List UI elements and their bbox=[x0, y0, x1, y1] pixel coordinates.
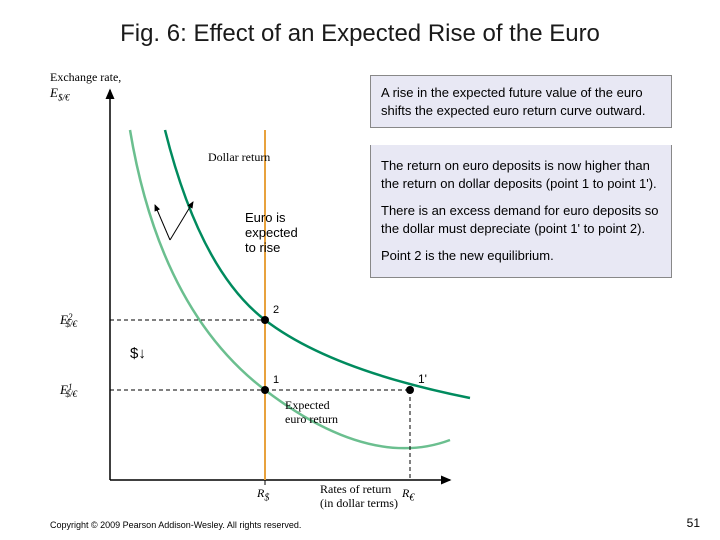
explanation-line-2: The return on euro deposits is now highe… bbox=[381, 157, 661, 192]
chart-svg bbox=[50, 70, 670, 510]
figure-title: Fig. 6: Effect of an Expected Rise of th… bbox=[0, 20, 720, 48]
expected-euro-return-label-1: Expected bbox=[285, 398, 330, 413]
explanation-box-1: A rise in the expected future value of t… bbox=[370, 75, 672, 128]
page-number: 51 bbox=[687, 516, 700, 530]
point-1 bbox=[261, 386, 269, 394]
point-2 bbox=[261, 316, 269, 324]
x-axis-label-1: Rates of return bbox=[320, 482, 391, 497]
explanation-box-rest: The return on euro deposits is now highe… bbox=[370, 145, 672, 278]
y-tick-e2: E2$/€ bbox=[60, 312, 77, 329]
point-2-label: 2 bbox=[273, 304, 279, 316]
euro-expected-label: Euro is expected to rise bbox=[245, 210, 298, 255]
explanation-line-4: Point 2 is the new equilibrium. bbox=[381, 247, 661, 265]
point-1-prime bbox=[406, 386, 414, 394]
x-tick-label: R$ bbox=[257, 486, 269, 503]
expected-euro-return-label-2: euro return bbox=[285, 412, 338, 427]
y-axis-label-2: E$/€ bbox=[50, 85, 69, 103]
x-axis-label-2: (in dollar terms) bbox=[320, 496, 398, 511]
explanation-line-3: There is an excess demand for euro depos… bbox=[381, 202, 661, 237]
y-tick-e1: E1$/€ bbox=[60, 382, 77, 399]
y-axis-label-1: Exchange rate, bbox=[50, 70, 121, 85]
point-1prime-label: 1' bbox=[418, 372, 427, 386]
copyright-text: Copyright © 2009 Pearson Addison-Wesley.… bbox=[50, 520, 301, 530]
dollar-return-label: Dollar return bbox=[208, 150, 270, 165]
point-1-label: 1 bbox=[273, 374, 279, 386]
chart-area: Exchange rate, E$/€ E2$/€ E1$/€ Dollar r… bbox=[50, 70, 670, 490]
x-tick2-label: R€ bbox=[402, 486, 414, 503]
shift-arrow-2 bbox=[170, 202, 193, 240]
dollar-depreciate-arrow: $↓ bbox=[130, 345, 146, 362]
